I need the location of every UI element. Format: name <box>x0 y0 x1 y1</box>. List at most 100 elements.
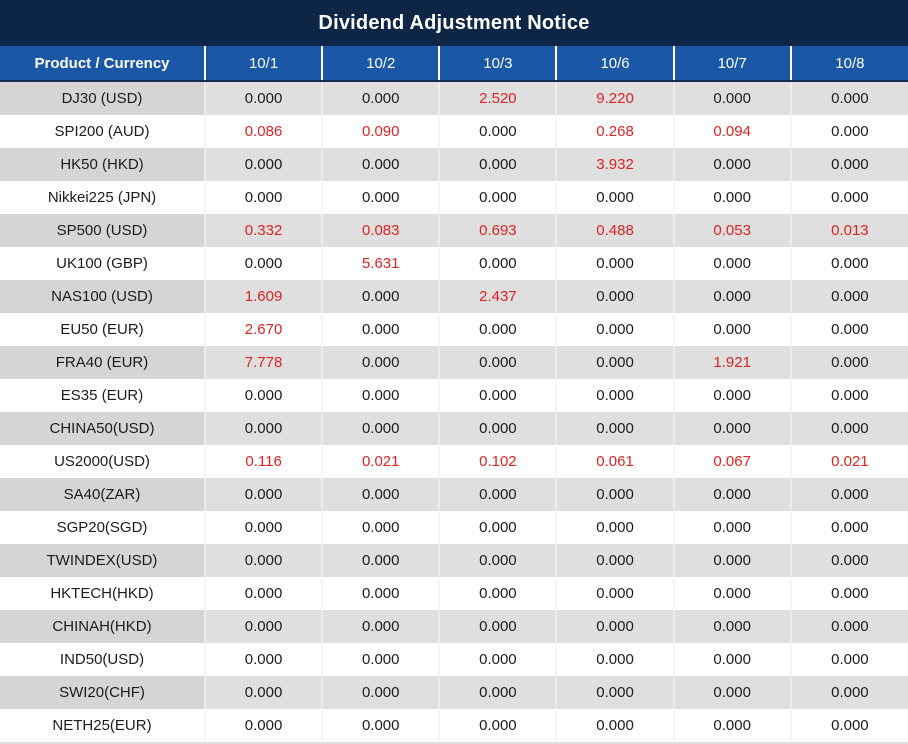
value-cell: 0.000 <box>438 511 557 544</box>
table-row: NAS100 (USD) 1.609 0.000 2.437 0.000 0.000 0.0… <box>0 280 908 313</box>
value-cell: 0.000 <box>789 115 908 148</box>
value-cell: 0.000 <box>672 379 791 412</box>
value-cell: 0.000 <box>555 379 674 412</box>
table-row: IND50(USD) 0.000 0.000 0.000 0.000 0.000 0.000 <box>0 643 908 676</box>
value-cell: 0.000 <box>789 81 908 115</box>
value-cell: 0.000 <box>789 610 908 643</box>
value-cell: 0.000 <box>555 676 674 709</box>
value-cell: 0.000 <box>789 181 908 214</box>
table-row: CHINA50(USD) 0.000 0.000 0.000 0.000 0.000 0.0… <box>0 412 908 445</box>
value-cell: 0.000 <box>672 511 791 544</box>
value-cell: 0.000 <box>203 577 323 610</box>
value-cell: 0.000 <box>672 610 791 643</box>
value-cell: 0.000 <box>438 379 557 412</box>
value-cell: 0.094 <box>672 115 791 148</box>
value-cell: 0.000 <box>555 412 674 445</box>
value-cell: 0.332 <box>203 214 323 247</box>
value-cell: 0.000 <box>438 577 557 610</box>
header-date-10-3: 10/3 <box>438 46 557 82</box>
product-cell: IND50(USD) <box>0 643 205 676</box>
value-cell: 0.000 <box>203 148 323 181</box>
product-cell: SGP20(SGD) <box>0 511 205 544</box>
value-cell: 0.061 <box>555 445 674 478</box>
value-cell: 0.000 <box>203 478 323 511</box>
value-cell: 3.932 <box>555 148 674 181</box>
product-cell: HK50 (HKD) <box>0 148 205 181</box>
value-cell: 0.000 <box>672 676 791 709</box>
value-cell: 0.000 <box>438 148 557 181</box>
table-row: US2000(USD) 0.116 0.021 0.102 0.061 0.067 0.02… <box>0 445 908 478</box>
value-cell: 0.693 <box>438 214 557 247</box>
table-body: DJ30 (USD) 0.000 0.000 2.520 9.220 0.000 0.000… <box>0 81 908 742</box>
value-cell: 0.000 <box>789 643 908 676</box>
value-cell: 0.000 <box>672 478 791 511</box>
table-row: SP500 (USD) 0.332 0.083 0.693 0.488 0.053 0.01… <box>0 214 908 247</box>
value-cell: 0.000 <box>672 313 791 346</box>
table-row: SGP20(SGD) 0.000 0.000 0.000 0.000 0.000 0.000 <box>0 511 908 544</box>
value-cell: 0.000 <box>555 346 674 379</box>
header-date-10-8: 10/8 <box>789 46 908 82</box>
value-cell: 0.000 <box>203 81 323 115</box>
value-cell: 0.000 <box>203 511 323 544</box>
product-cell: Nikkei225 (JPN) <box>0 181 205 214</box>
value-cell: 0.000 <box>321 709 440 742</box>
value-cell: 0.000 <box>321 478 440 511</box>
product-cell: EU50 (EUR) <box>0 313 205 346</box>
value-cell: 0.000 <box>555 544 674 577</box>
value-cell: 0.000 <box>555 247 674 280</box>
header-date-10-1: 10/1 <box>203 46 323 82</box>
value-cell: 0.000 <box>203 709 323 742</box>
value-cell: 0.000 <box>672 148 791 181</box>
value-cell: 0.000 <box>555 313 674 346</box>
value-cell: 0.000 <box>321 643 440 676</box>
product-cell: ES35 (EUR) <box>0 379 205 412</box>
table-row: FRA40 (EUR) 7.778 0.000 0.000 0.000 1.921 0.00… <box>0 346 908 379</box>
product-cell: SPI200 (AUD) <box>0 115 205 148</box>
value-cell: 0.000 <box>555 181 674 214</box>
value-cell: 0.000 <box>672 247 791 280</box>
value-cell: 0.021 <box>321 445 440 478</box>
value-cell: 0.000 <box>438 313 557 346</box>
table-row: DJ30 (USD) 0.000 0.000 2.520 9.220 0.000 0.000 <box>0 81 908 115</box>
value-cell: 0.000 <box>321 544 440 577</box>
value-cell: 0.000 <box>789 577 908 610</box>
page-title: Dividend Adjustment Notice <box>0 0 908 46</box>
value-cell: 0.000 <box>321 81 440 115</box>
table-row: TWINDEX(USD) 0.000 0.000 0.000 0.000 0.000 0.0… <box>0 544 908 577</box>
value-cell: 0.000 <box>789 313 908 346</box>
value-cell: 0.000 <box>672 544 791 577</box>
value-cell: 9.220 <box>555 81 674 115</box>
value-cell: 0.000 <box>438 676 557 709</box>
value-cell: 0.000 <box>672 577 791 610</box>
value-cell: 0.000 <box>555 478 674 511</box>
value-cell: 0.000 <box>438 181 557 214</box>
value-cell: 7.778 <box>203 346 323 379</box>
value-cell: 0.000 <box>789 247 908 280</box>
value-cell: 0.000 <box>438 115 557 148</box>
value-cell: 0.000 <box>789 280 908 313</box>
value-cell: 2.670 <box>203 313 323 346</box>
header-date-10-7: 10/7 <box>672 46 791 82</box>
value-cell: 0.000 <box>672 643 791 676</box>
value-cell: 0.102 <box>438 445 557 478</box>
value-cell: 0.000 <box>672 81 791 115</box>
value-cell: 0.000 <box>789 709 908 742</box>
value-cell: 0.000 <box>438 346 557 379</box>
value-cell: 0.000 <box>203 247 323 280</box>
header-row: Product / Currency 10/1 10/2 10/3 10/6 10/7 10… <box>0 46 908 82</box>
header-date-10-6: 10/6 <box>555 46 674 82</box>
table-row: NETH25(EUR) 0.000 0.000 0.000 0.000 0.000 0.00… <box>0 709 908 742</box>
value-cell: 0.268 <box>555 115 674 148</box>
value-cell: 0.000 <box>438 709 557 742</box>
header-product-currency: Product / Currency <box>0 46 205 82</box>
value-cell: 0.000 <box>203 544 323 577</box>
value-cell: 0.000 <box>203 676 323 709</box>
value-cell: 0.000 <box>672 709 791 742</box>
value-cell: 0.000 <box>438 544 557 577</box>
value-cell: 0.000 <box>321 412 440 445</box>
value-cell: 0.000 <box>555 709 674 742</box>
table-row: CHINAH(HKD) 0.000 0.000 0.000 0.000 0.000 0.00… <box>0 610 908 643</box>
value-cell: 0.067 <box>672 445 791 478</box>
value-cell: 0.000 <box>321 610 440 643</box>
value-cell: 0.000 <box>789 412 908 445</box>
